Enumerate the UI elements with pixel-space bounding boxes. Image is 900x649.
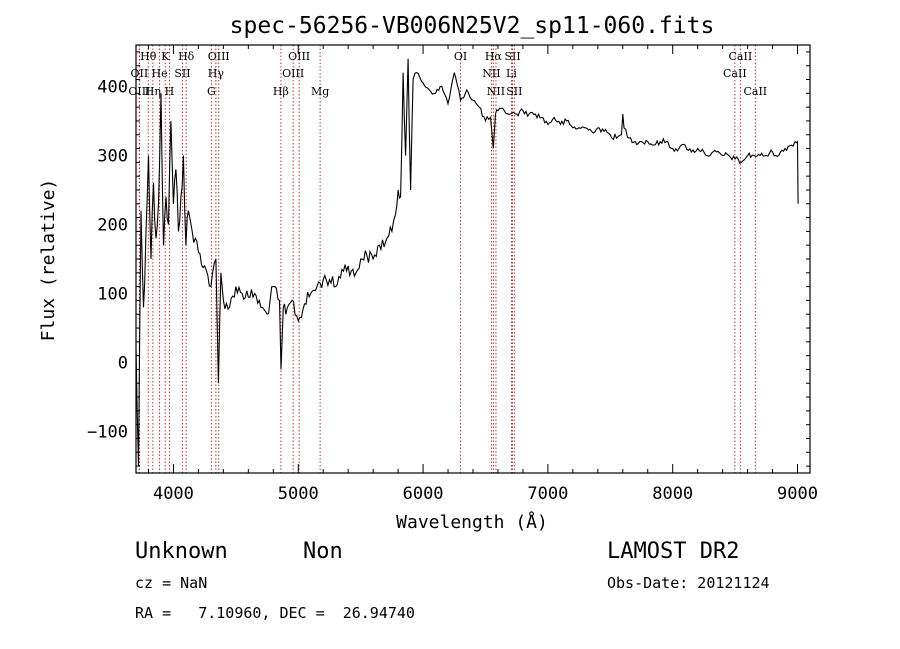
spectral-line-label: Li: [506, 67, 517, 80]
spectral-line-label: OII: [131, 67, 149, 80]
spectral-line-label: CaII: [723, 67, 747, 80]
spectral-line-label: H: [165, 85, 175, 98]
x-tick-label: 7000: [527, 484, 568, 504]
spectral-line-markers: [138, 45, 756, 473]
spectrum-series-line: [135, 58, 799, 467]
y-tick-label: 100: [97, 285, 128, 305]
chart-title: spec-56256-VB006N25V2_sp11-060.fits: [230, 13, 715, 39]
spectral-line-label: OIII: [208, 50, 230, 63]
class-label: Unknown: [135, 539, 228, 564]
x-axis-label: Wavelength (Å): [396, 511, 548, 533]
spectral-line-label: Hβ: [273, 85, 289, 98]
y-axis-ticks: −100 0 100 200 300 400: [87, 51, 810, 467]
y-tick-label: −100: [87, 423, 128, 443]
spectral-line-label: Mg: [311, 85, 329, 98]
spectral-line-label: Hγ: [208, 67, 225, 80]
x-tick-label: 4000: [153, 484, 194, 504]
spectral-line-label: SII: [506, 85, 522, 98]
y-tick-label: 400: [97, 77, 128, 97]
obs-date-label: Obs-Date: 20121124: [607, 574, 770, 592]
x-tick-label: 5000: [278, 484, 319, 504]
spectral-line-label: OIII: [288, 50, 310, 63]
y-axis-label: Flux (relative): [38, 179, 59, 342]
spectral-line-label: K: [161, 50, 170, 63]
spectral-line-label: G: [207, 85, 216, 98]
spectral-line-label: He: [152, 67, 168, 80]
y-tick-label: 200: [97, 215, 128, 235]
spectral-line-label: OIII: [128, 85, 150, 98]
plot-frame: [135, 44, 811, 474]
spectral-line-label: OIII: [282, 67, 304, 80]
spectral-line-label: Hθ: [140, 50, 157, 63]
subclass-label: Non: [303, 539, 343, 564]
x-tick-label: 6000: [403, 484, 444, 504]
spectral-line-label: CaII: [729, 50, 753, 63]
spectral-line-label: NII: [487, 85, 505, 98]
spectral-line-label: CaII: [743, 85, 767, 98]
spectral-line-label: SII: [174, 67, 190, 80]
x-axis-ticks: 4000 5000 6000 7000 8000 9000: [147, 45, 818, 504]
spectral-line-label: Hα: [485, 50, 503, 63]
spectral-line-label: SII: [504, 50, 520, 63]
spectral-line-label: Hδ: [178, 50, 195, 63]
coordinates-label: RA = 7.10960, DEC = 26.94740: [135, 604, 415, 622]
y-tick-label: 300: [97, 146, 128, 166]
y-tick-label: 0: [118, 354, 128, 374]
redshift-label: cz = NaN: [135, 574, 208, 592]
spectral-line-label: Hη: [145, 85, 161, 98]
x-tick-label: 8000: [652, 484, 693, 504]
spectral-line-label: OI: [454, 50, 467, 63]
spectrum-chart: spec-56256-VB006N25V2_sp11-060.fits Hθ K H…: [38, 13, 818, 533]
survey-label: LAMOST DR2: [607, 539, 740, 564]
spectral-line-label: NII: [482, 67, 500, 80]
x-tick-label: 9000: [777, 484, 818, 504]
